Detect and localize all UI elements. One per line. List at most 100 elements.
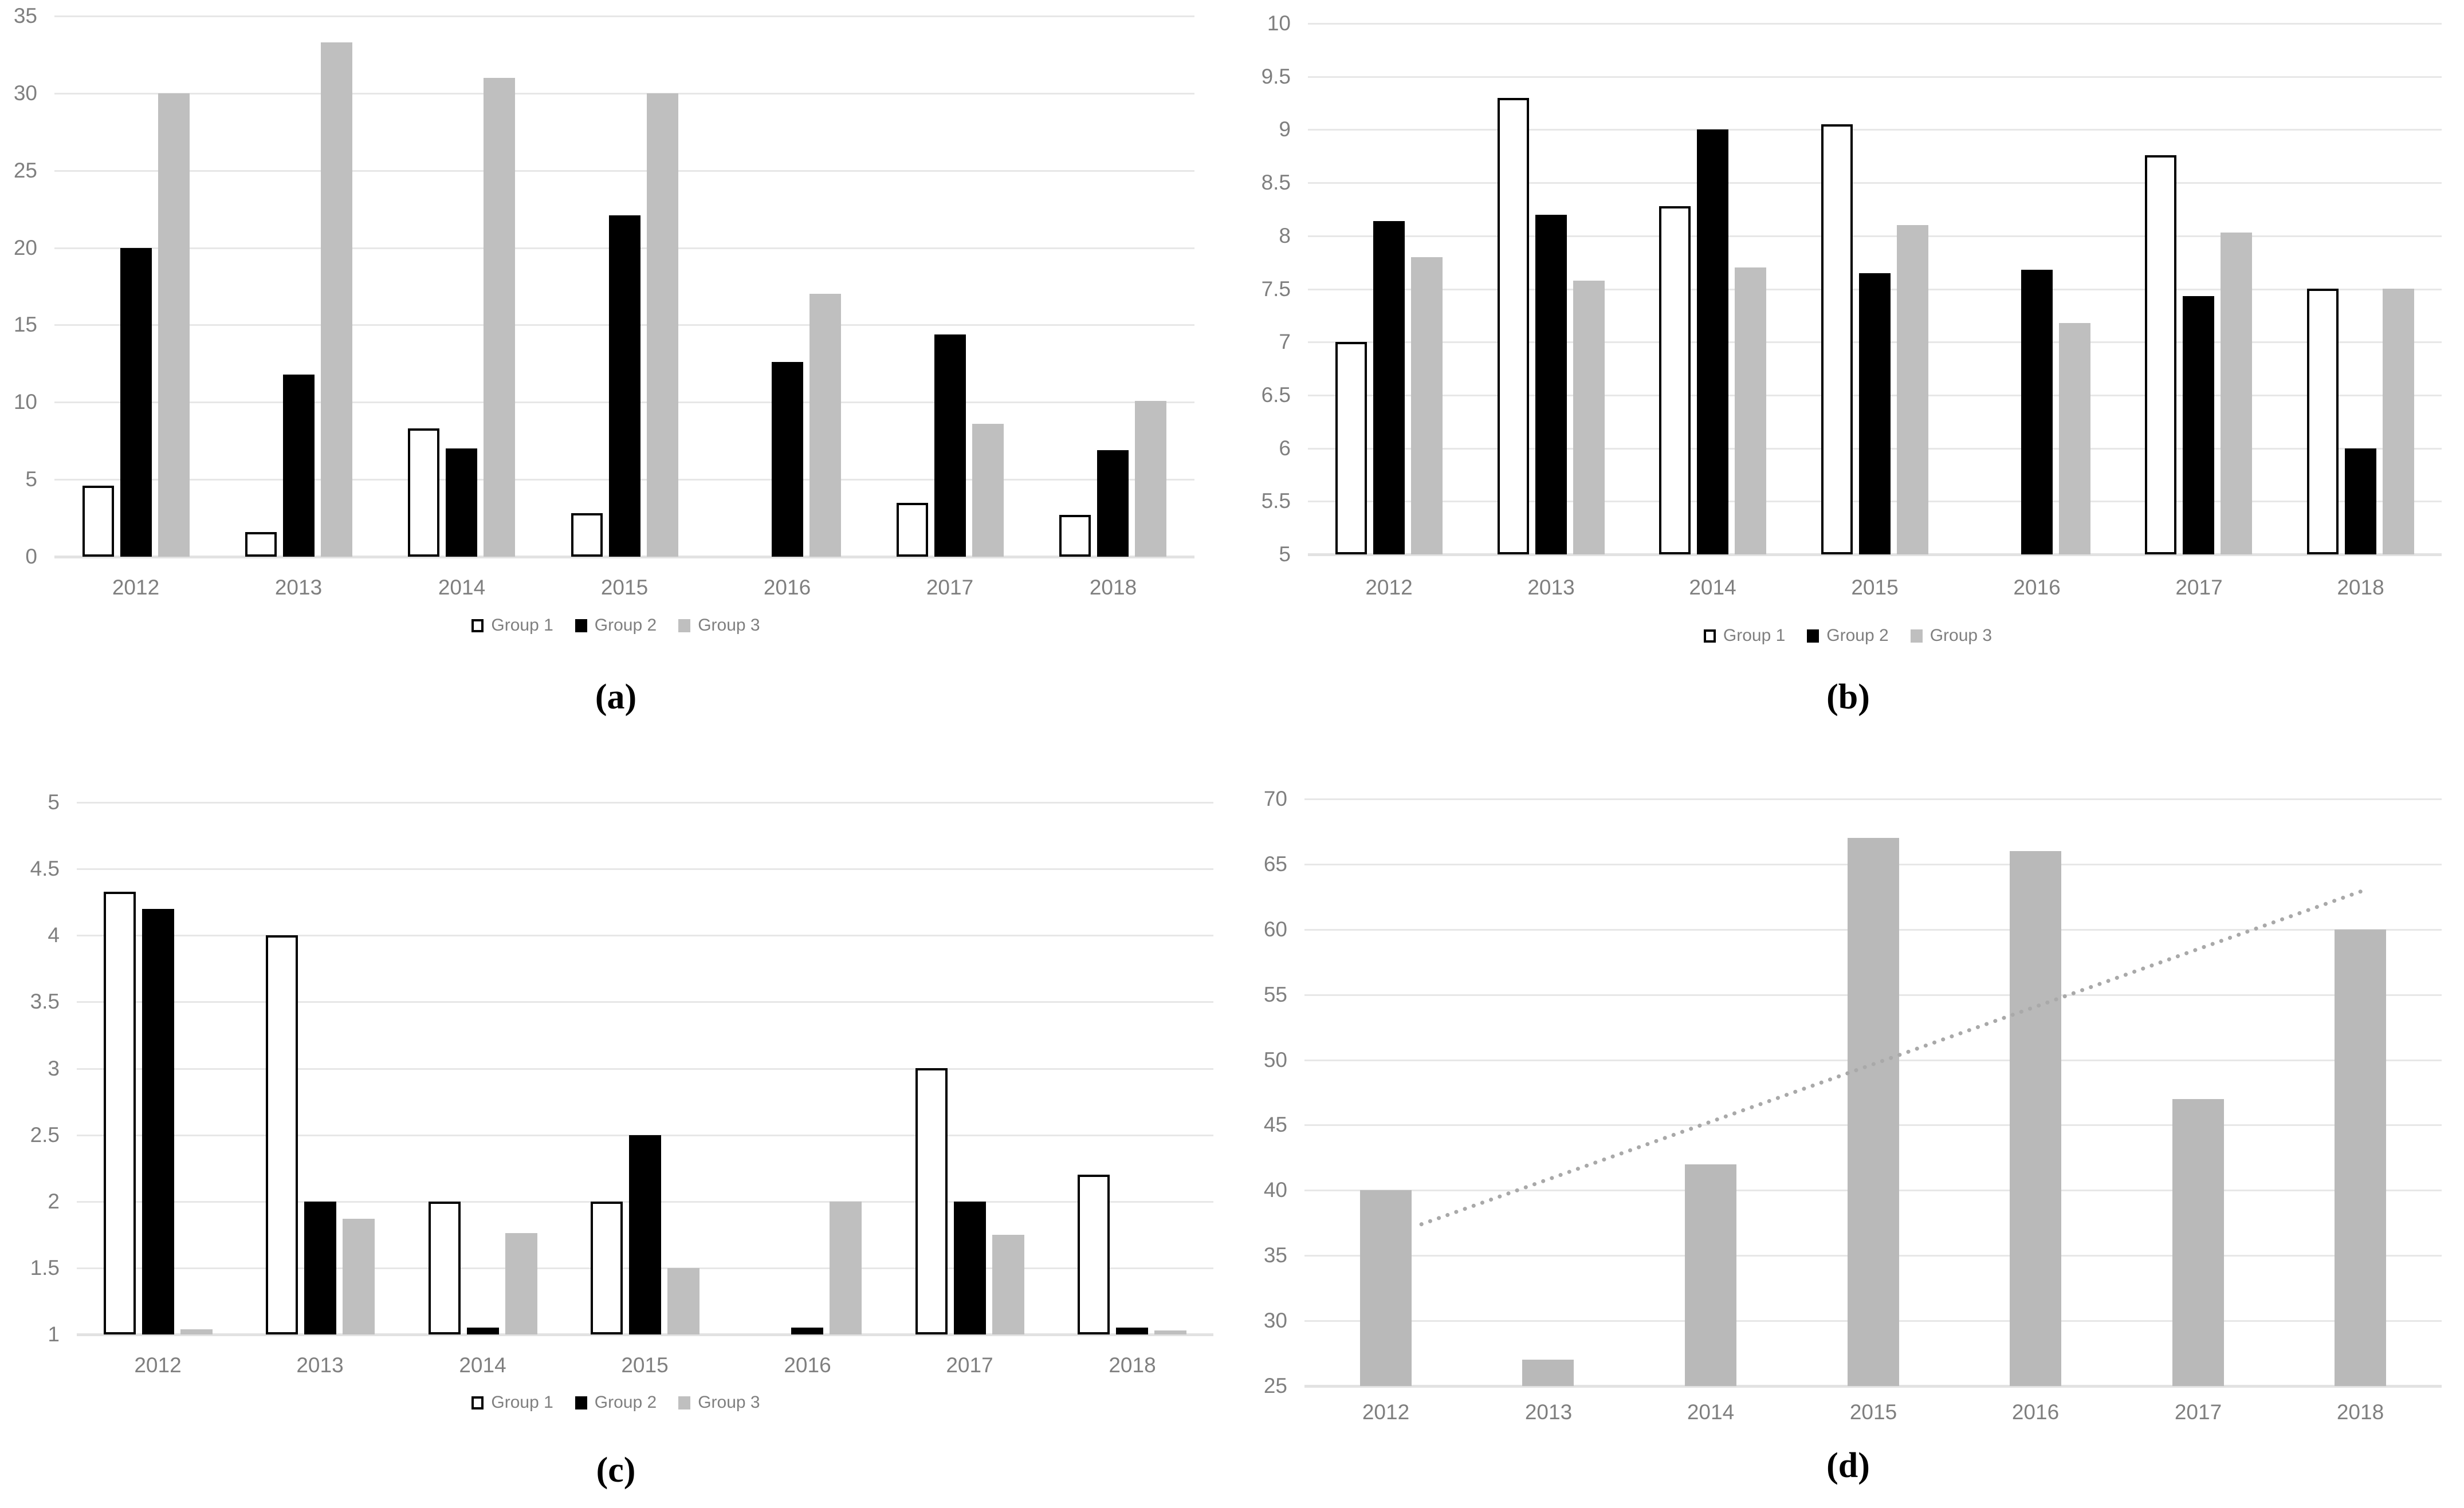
bar-a-group-2-2015 (609, 215, 640, 557)
y-tick-label: 4 (48, 923, 60, 947)
legend: Group 1 Group 2 Group 3 (0, 612, 1232, 639)
bar-c-group-2-2013 (304, 1202, 336, 1334)
legend-label: Group 3 (1929, 626, 1993, 645)
bar-d-series-1-2016 (2010, 851, 2061, 1386)
legend-label: Group 1 (491, 1393, 553, 1412)
bar-b-group-1-2018 (2307, 289, 2339, 554)
gridline (1308, 129, 2442, 131)
x-tick-label: 2013 (1527, 576, 1575, 599)
bar-b-group-3-2016 (2059, 323, 2090, 554)
y-tick-label: 5.5 (1261, 489, 1291, 513)
y-tick-label: 1 (48, 1322, 60, 1346)
caption-b: (b) (1826, 678, 1870, 716)
x-tick-label: 2014 (459, 1353, 506, 1377)
x-axis-line (1304, 1385, 2442, 1388)
x-axis-line (1308, 553, 2442, 556)
bar-a-group-1-2012 (82, 486, 114, 557)
trendline-dotted (1419, 889, 2363, 1227)
legend-label: Group 1 (491, 616, 553, 635)
bar-b-group-1-2017 (2145, 155, 2176, 554)
y-tick-label: 2 (48, 1190, 60, 1213)
bar-c-group-2-2015 (629, 1135, 661, 1334)
bar-b-group-2-2015 (1859, 273, 1891, 554)
bar-a-group-3-2015 (647, 93, 678, 557)
gridline (77, 1068, 1213, 1070)
gridline (77, 802, 1213, 804)
x-tick-label: 2018 (2336, 1400, 2384, 1424)
x-tick-label: 2015 (1851, 576, 1899, 599)
x-tick-label: 2012 (1365, 576, 1413, 599)
legend-swatch-icon (678, 1396, 691, 1409)
bar-a-group-3-2017 (972, 424, 1004, 557)
y-tick-label: 50 (1263, 1048, 1287, 1072)
bar-c-group-1-2018 (1078, 1175, 1110, 1334)
legend-label: Group 2 (1826, 626, 1889, 645)
x-tick-label: 2012 (134, 1353, 182, 1377)
bar-b-group-3-2013 (1573, 281, 1605, 554)
legend-label: Group 2 (594, 1393, 657, 1412)
x-tick-label: 2018 (2337, 576, 2384, 599)
bar-a-group-3-2012 (158, 93, 190, 557)
gridline (54, 93, 1194, 95)
bar-b-group-2-2012 (1373, 221, 1405, 554)
legend-label: Group 3 (698, 616, 760, 635)
bar-b-group-2-2014 (1697, 129, 1728, 554)
y-tick-label: 9.5 (1261, 65, 1291, 88)
y-tick-label: 15 (13, 313, 37, 336)
legend-item-group-3: Group 3 (1910, 625, 1993, 646)
x-tick-label: 2017 (946, 1353, 993, 1377)
x-tick-label: 2014 (1689, 576, 1736, 599)
bar-a-group-2-2014 (446, 448, 477, 557)
x-tick-label: 2014 (438, 576, 486, 599)
bar-b-group-1-2013 (1498, 98, 1529, 554)
y-tick-label: 25 (1263, 1374, 1287, 1397)
bar-d-series-1-2018 (2335, 930, 2386, 1386)
y-tick-label: 70 (1263, 787, 1287, 810)
legend-item-group-1: Group 1 (1703, 625, 1785, 646)
x-axis-line (54, 556, 1194, 558)
gridline (1308, 23, 2442, 25)
legend: Group 1 Group 2 Group 3 (1232, 622, 2464, 649)
y-tick-label: 40 (1263, 1178, 1287, 1202)
bar-b-group-1-2014 (1659, 206, 1691, 554)
y-tick-label: 45 (1263, 1113, 1287, 1136)
y-tick-label: 1.5 (30, 1256, 60, 1279)
x-tick-label: 2016 (763, 576, 811, 599)
bar-d-series-1-2013 (1522, 1360, 1574, 1386)
bar-c-group-3-2017 (992, 1235, 1024, 1334)
y-tick-label: 35 (1263, 1243, 1287, 1267)
legend-item-group-1: Group 1 (471, 1392, 553, 1413)
y-tick-label: 5 (48, 790, 60, 814)
legend-label: Group 3 (698, 1393, 760, 1412)
x-tick-label: 2012 (112, 576, 160, 599)
y-tick-label: 55 (1263, 983, 1287, 1006)
legend-item-group-2: Group 2 (575, 1392, 657, 1413)
bar-a-group-1-2015 (571, 513, 603, 557)
caption-c: (c) (596, 1451, 636, 1490)
x-tick-label: 2016 (2011, 1400, 2060, 1424)
bar-c-group-3-2015 (667, 1268, 699, 1334)
y-tick-label: 30 (1263, 1309, 1287, 1332)
bar-b-group-3-2018 (2383, 289, 2414, 554)
bar-a-group-1-2014 (408, 428, 439, 557)
caption-d: (d) (1826, 1446, 1870, 1485)
y-tick-label: 6 (1279, 436, 1291, 460)
legend-swatch-icon (678, 619, 691, 632)
gridline (1308, 76, 2442, 78)
legend-swatch-icon (1807, 629, 1819, 643)
bar-c-group-3-2016 (830, 1202, 862, 1334)
y-tick-label: 10 (1267, 11, 1291, 35)
x-tick-label: 2013 (296, 1353, 344, 1377)
legend-item-group-3: Group 3 (678, 1392, 760, 1413)
x-tick-label: 2015 (1849, 1400, 1897, 1424)
x-axis-line (77, 1333, 1213, 1336)
y-tick-label: 25 (13, 159, 37, 182)
bar-a-group-3-2018 (1135, 401, 1166, 557)
x-tick-label: 2018 (1089, 576, 1137, 599)
x-tick-label: 2015 (600, 576, 649, 599)
y-tick-label: 35 (13, 4, 37, 27)
legend-swatch-icon (1910, 629, 1923, 643)
gridline (77, 1001, 1213, 1003)
